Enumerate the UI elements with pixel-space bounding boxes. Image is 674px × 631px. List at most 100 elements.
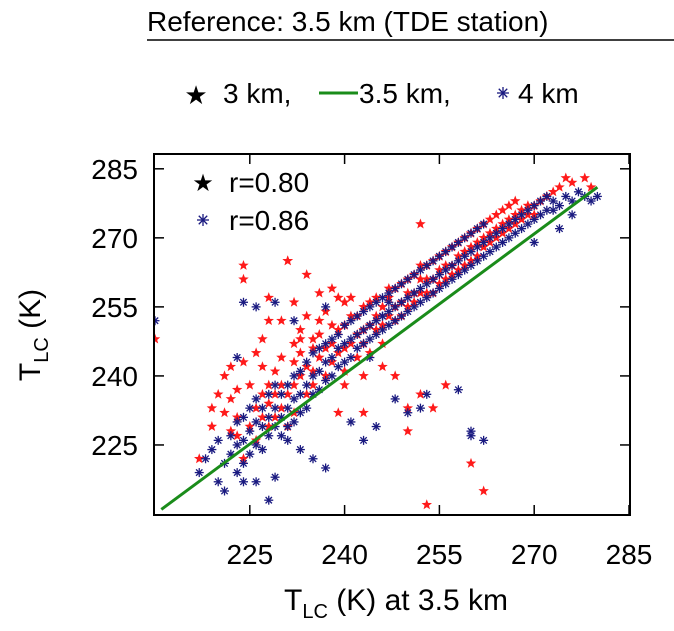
point-4km (264, 495, 274, 505)
y-tick-label: 285 (91, 154, 138, 185)
point-4km (409, 288, 419, 298)
point-4km (409, 302, 419, 312)
point-4km (245, 426, 255, 436)
point-4km (447, 260, 457, 270)
point-4km (403, 306, 413, 316)
point-4km (428, 274, 438, 284)
point-4km (245, 449, 255, 459)
annotation-r2-text: r=0.86 (229, 205, 309, 236)
point-3km (465, 241, 477, 252)
point-3km (288, 338, 300, 349)
point-4km (548, 205, 558, 215)
point-4km (460, 251, 470, 261)
point-4km (264, 389, 274, 399)
point-3km (370, 292, 382, 303)
plot-area (155, 172, 602, 511)
point-4km (536, 196, 546, 206)
annotation-r2: r=0.86 (197, 205, 309, 236)
point-4km (466, 260, 476, 270)
point-3km (231, 384, 243, 395)
point-3km (269, 365, 281, 376)
point-4km (289, 316, 299, 326)
point-3km (370, 324, 382, 335)
point-4km (226, 431, 236, 441)
point-3km (212, 388, 224, 399)
point-3km (225, 425, 237, 436)
point-4km (257, 422, 267, 432)
point-3km (314, 315, 325, 326)
point-4km (529, 201, 539, 211)
point-4km (510, 228, 520, 238)
point-3km (402, 425, 414, 436)
point-3km (446, 269, 458, 280)
point-3km (282, 255, 293, 266)
point-4km (415, 403, 425, 413)
x-tick-label: 225 (226, 539, 273, 570)
point-3km (244, 379, 256, 390)
point-4km (384, 320, 394, 330)
point-4km (232, 417, 242, 427)
point-4km (308, 371, 318, 381)
point-4km (365, 320, 375, 330)
point-3km (263, 398, 274, 408)
point-4km (352, 330, 362, 339)
point-4km (346, 417, 356, 427)
point-3km (484, 213, 496, 224)
point-3km (257, 333, 268, 344)
point-3km (440, 379, 451, 390)
point-4km (479, 219, 489, 229)
point-3km (510, 209, 521, 220)
point-3km (560, 172, 572, 183)
point-4km (396, 297, 406, 307)
point-4km (472, 256, 482, 266)
point-4km (472, 242, 482, 252)
point-4km (238, 412, 248, 422)
y-axis-label-main: T (14, 363, 47, 381)
point-4km (415, 265, 425, 275)
point-3km (307, 365, 319, 376)
point-3km (352, 352, 363, 362)
point-3km (415, 388, 426, 399)
point-4km (371, 297, 381, 307)
point-4km (213, 435, 223, 445)
point-3km (231, 411, 243, 422)
point-4km (434, 251, 444, 261)
point-4km (396, 279, 406, 289)
point-3km (503, 200, 515, 211)
point-3km (257, 411, 268, 422)
point-4km (403, 293, 413, 303)
legend-label-3km: 3 km, (223, 78, 291, 109)
annotation-r2-marker (197, 214, 209, 226)
point-4km (333, 330, 343, 339)
annotation-asterisk-icon (197, 214, 209, 226)
point-4km (466, 228, 476, 238)
point-4km (498, 224, 508, 234)
point-4km (327, 334, 337, 344)
point-4km (453, 237, 463, 247)
point-4km (283, 435, 293, 445)
point-4km (491, 228, 501, 238)
point-4km (586, 196, 596, 206)
point-4km (384, 288, 394, 298)
point-3km (250, 402, 262, 413)
point-3km (345, 310, 357, 321)
point-4km (340, 357, 350, 367)
point-4km (295, 408, 305, 418)
point-4km (333, 362, 343, 372)
point-3km (402, 402, 414, 413)
point-4km (283, 422, 293, 432)
point-4km (220, 486, 230, 496)
point-4km (403, 408, 413, 418)
svg-text:TLC (K) at 3.5 km: TLC (K) at 3.5 km (284, 584, 508, 623)
point-4km (232, 440, 242, 450)
point-4km (238, 458, 248, 468)
point-3km (333, 324, 344, 335)
point-4km (441, 279, 451, 289)
point-4km (346, 334, 356, 344)
point-4km (573, 187, 583, 197)
point-3km (206, 421, 218, 431)
point-4km (289, 394, 299, 404)
point-3km (269, 388, 281, 399)
svg-text:TLC (K): TLC (K) (14, 289, 53, 381)
point-4km (384, 306, 394, 316)
